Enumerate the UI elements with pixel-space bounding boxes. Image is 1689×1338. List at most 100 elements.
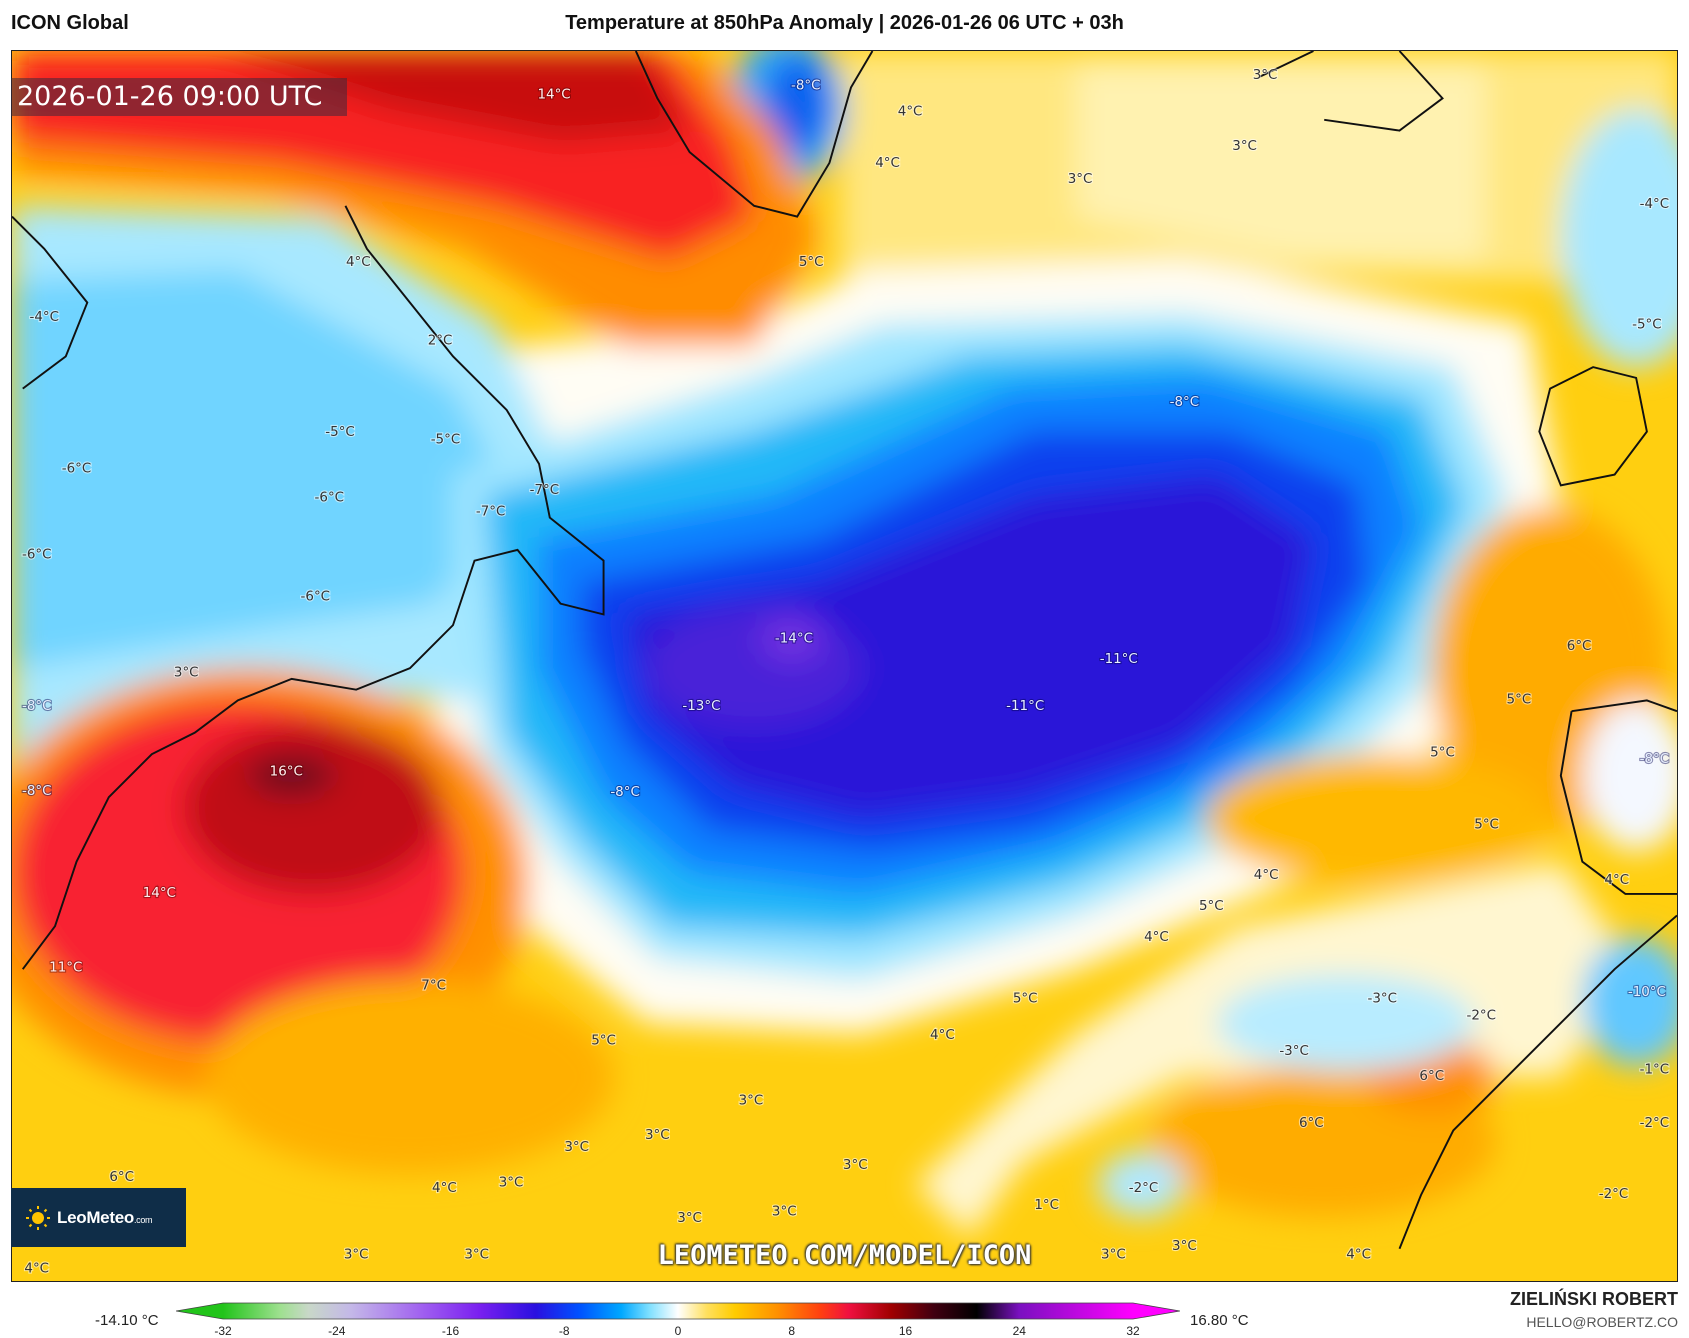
contour-label: -7°C [476,504,506,519]
contour-label: 5°C [799,255,824,270]
colorbar-tick-label: 24 [1012,1324,1026,1338]
contour-label: 11°C [49,960,82,975]
contour-label: -8°C [791,79,821,94]
contour-label: 7°C [421,979,446,994]
contour-label: 3°C [344,1247,369,1262]
contour-label: -10°C [1628,985,1666,1000]
contour-label: -2°C [1129,1181,1159,1196]
contour-label: -4°C [30,310,60,325]
temperature-anomaly-map: 14°C -8°C 3°C 4°C 4°C 3°C 3°C -4°C 5°C 4°C -4°C 2°C… [11,50,1678,1282]
colorbar-gradient [176,1302,1180,1320]
contour-label: -8°C [1640,752,1670,767]
contour-label: 4°C [346,255,371,270]
contour-label: 3°C [739,1094,764,1109]
contour-label: -2°C [1640,1116,1670,1131]
contour-label: 3°C [1172,1239,1197,1254]
contour-label: 4°C [24,1261,49,1276]
contour-label: -5°C [1632,317,1662,332]
logo-text: LeoMeteo.com [57,1207,153,1228]
contour-label: 4°C [1254,868,1279,883]
contour-label: 6°C [1419,1069,1444,1084]
contour-label: 1°C [1034,1198,1059,1213]
sun-icon [26,1205,50,1230]
contour-label: -6°C [315,491,345,506]
colorbar-tick-label: -32 [214,1324,232,1338]
contour-labels: 14°C -8°C 3°C 4°C 4°C 3°C 3°C -4°C 5°C 4°C -4°C 2°C… [21,67,1670,1278]
contour-label: 4°C [898,105,923,120]
contour-label: 5°C [591,1033,616,1048]
contour-label: 3°C [1253,68,1278,83]
author-credit: ZIELIŃSKI ROBERT [1509,1289,1678,1309]
contour-label: 14°C [143,886,176,901]
contour-label: -6°C [22,547,52,562]
contour-label: 14°C [537,87,570,102]
contour-label: 3°C [645,1128,670,1143]
colorbar-max-value: 16.80 °C [1190,1312,1249,1329]
coastlines [12,51,1677,1250]
contour-label: -13°C [682,699,720,714]
contour-label: 3°C [772,1204,797,1219]
colorbar-tick-label: 8 [788,1324,796,1338]
colorbar-tick-label: -16 [441,1324,460,1338]
leometeo-logo: LeoMeteo.com [11,1188,186,1247]
model-name: ICON Global [11,12,129,34]
colorbar-tick-label: -8 [558,1324,570,1338]
colorbar: -14.10 °C -32 -24 -16 -8 0 8 16 24 32 16.80 °C [0,1290,1689,1338]
contour-label: -1°C [1640,1062,1670,1077]
contour-label: -5°C [431,432,461,447]
contour-label: 3°C [1068,172,1093,187]
contour-label: 3°C [564,1140,589,1155]
contour-label: 5°C [1430,745,1455,760]
contour-label: -8°C [22,699,52,714]
map-field: 14°C -8°C 3°C 4°C 4°C 3°C 3°C -4°C 5°C 4°C -4°C 2°C… [12,51,1677,1281]
contour-label: 3°C [1232,139,1257,154]
contour-label: 3°C [499,1175,524,1190]
contour-label: 2°C [428,334,453,349]
contour-label: 5°C [1507,693,1532,708]
contour-label: 3°C [464,1247,489,1262]
contour-label: -4°C [1640,197,1670,212]
contour-label: 4°C [875,156,900,171]
contour-label: -2°C [1466,1009,1496,1024]
contour-label: -6°C [301,589,331,604]
contour-label: -11°C [1100,652,1138,667]
contour-label: 4°C [1346,1247,1371,1262]
contour-label: 3°C [174,666,199,681]
contour-label: -7°C [530,483,560,498]
valid-time-stamp: 2026-01-26 09:00 UTC [11,78,347,116]
colorbar-tick-label: 16 [898,1324,913,1338]
contour-label: -6°C [62,461,92,476]
colorbar-min-value: -14.10 °C [95,1312,159,1329]
contour-label: 3°C [843,1158,868,1173]
contour-label: 6°C [1299,1116,1324,1131]
contour-label: -2°C [1599,1187,1629,1202]
anomaly-field [12,51,1677,1238]
watermark-url: LEOMETEO.COM/MODEL/ICON [657,1240,1032,1271]
contour-label: 16°C [270,765,303,780]
contour-label: -8°C [610,785,640,800]
contour-label: 4°C [930,1028,955,1043]
colorbar-tick-label: 32 [1126,1324,1140,1338]
colorbar-tick-label: -24 [328,1324,346,1338]
contour-label: 3°C [677,1211,702,1226]
contour-label: 4°C [1144,930,1169,945]
map-title: Temperature at 850hPa Anomaly | 2026-01-… [565,12,1124,34]
logo-suffix: .com [133,1214,153,1225]
contour-label: 5°C [1474,817,1499,832]
colorbar-tick-label: 0 [674,1324,682,1338]
contour-label: 5°C [1013,992,1038,1007]
logo-name: LeoMeteo [57,1207,134,1227]
contour-label: 4°C [1604,873,1629,888]
contour-label: 5°C [1199,899,1224,914]
contour-label: -14°C [775,631,813,646]
contour-label: -8°C [22,784,52,799]
contour-label: -11°C [1006,699,1044,714]
contour-label: 6°C [1567,639,1592,654]
contour-label: 4°C [432,1181,457,1196]
contour-label: -3°C [1279,1044,1309,1059]
contour-label: 6°C [109,1170,134,1185]
contour-label: -8°C [1170,395,1200,410]
contour-label: -3°C [1368,992,1398,1007]
author-email: HELLO@ROBERTZ.CO [1526,1314,1678,1330]
contour-label: 3°C [1101,1247,1126,1262]
